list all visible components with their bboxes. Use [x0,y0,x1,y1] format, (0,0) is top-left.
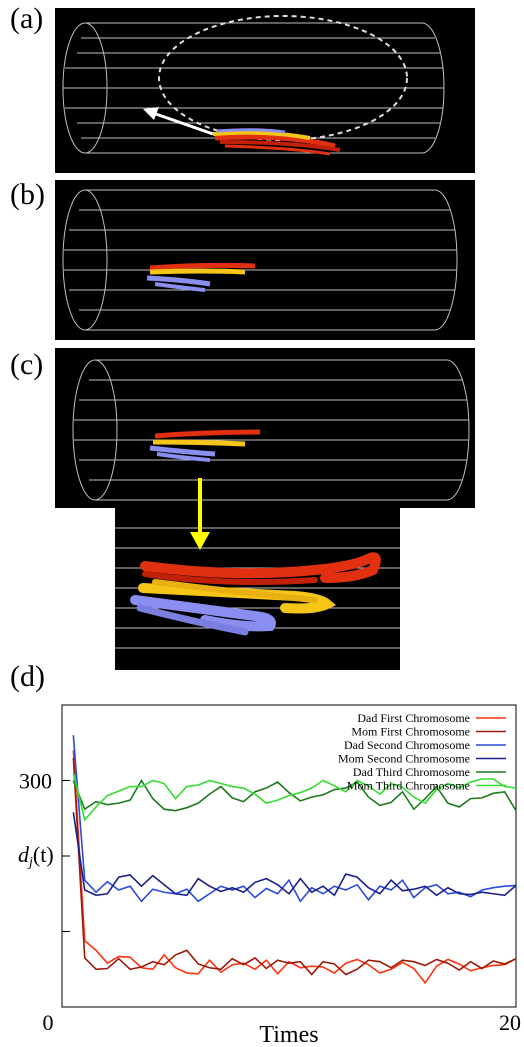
legend-label-1: Dad First Chromosome [357,711,470,725]
legend-label-3: Dad Second Chromosome [344,738,470,752]
panel-c-zoom [115,508,400,670]
chromosome-cluster-a [212,128,341,156]
panel-c-render [55,348,475,508]
y-label-main: d [18,842,30,867]
series-layer [72,735,517,985]
series-line-1 [72,750,517,985]
cylinder-wireframe [62,189,458,331]
series-line-3 [72,735,517,903]
series-line-5 [72,778,517,812]
series-line-4 [72,812,517,897]
series-line-6 [72,772,517,822]
panel-label-b: (b) [10,178,45,211]
zoomed-chromosomes [130,552,381,636]
tick-layer: 300 0 20 [19,769,521,1036]
y-label-sub: j [27,855,33,870]
legend-label-6: Mom Third Chromosome [347,779,470,793]
y-axis-label: dj(t) [18,842,54,870]
panel-a-svg [62,15,445,156]
chromosome-cluster-c [149,429,261,462]
dashed-rotation-ellipse [158,15,408,141]
y-label-tail: (t) [33,842,54,867]
panel-label-a: (a) [10,2,44,35]
x-axis-label: Times [259,1022,318,1047]
x-tick-label-2: 20 [499,1010,521,1035]
panel-c-svg [72,359,470,501]
cylinder-wireframe [72,359,470,501]
direction-arrow [152,111,214,136]
panel-b-svg [62,189,458,331]
panel-a-render [55,8,475,173]
direction-arrowhead [143,107,159,120]
chromosome-cluster-b [146,262,256,292]
y-tick-label-1: 300 [19,769,52,794]
legend-label-4: Mom Second Chromosome [338,752,470,766]
panel-c-zoom-svg [115,527,400,649]
legend-label-5: Dad Third Chromosome [353,765,470,779]
panel-b-render [55,180,475,340]
series-line-2 [72,757,517,976]
panel-label-d: (d) [10,660,45,693]
x-tick-label-1: 0 [43,1010,54,1035]
legend-label-2: Mom First Chromosome [351,725,470,739]
panel-label-c: (c) [10,348,44,381]
cylinder-wireframe [62,22,445,154]
